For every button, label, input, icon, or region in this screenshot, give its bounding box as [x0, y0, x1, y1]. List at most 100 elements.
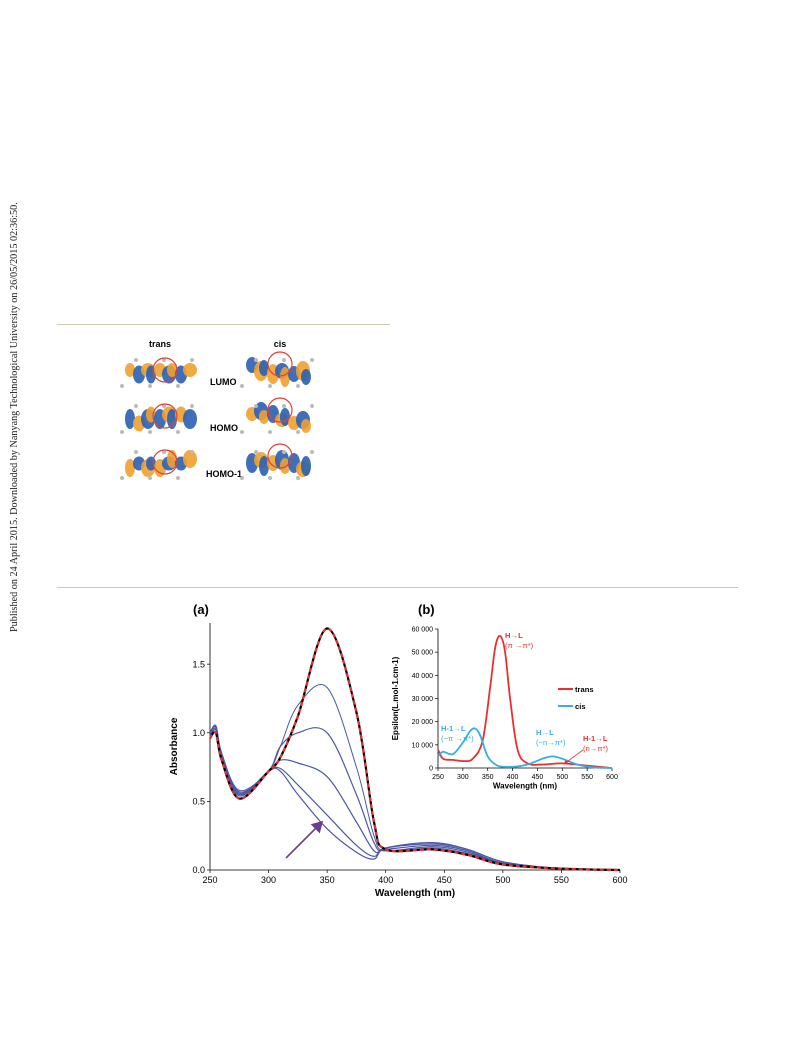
atom [282, 404, 286, 408]
x-tick-label: 300 [457, 774, 469, 781]
x-tick-label: 250 [202, 875, 217, 885]
orbital-lobe [183, 450, 197, 468]
atom [176, 430, 180, 434]
orbital-trans-lumo [120, 357, 197, 388]
orbital-cis-homo [240, 397, 314, 434]
orbital-figure: trans cis LUMO HOMO HOMO-1 [120, 332, 350, 512]
x-tick-label: 550 [581, 774, 593, 781]
y-tick-label: 0 [429, 766, 433, 773]
atom [148, 476, 152, 480]
x-axis-label: Wavelength (nm) [375, 888, 455, 899]
y-tick-label: 60 000 [412, 627, 434, 634]
legend-label-cis: cis [575, 702, 586, 711]
atom [148, 384, 152, 388]
atom [254, 404, 258, 408]
atom [120, 384, 124, 388]
orbital-lobe [167, 363, 177, 377]
orbital-lobe [259, 456, 269, 476]
orbital-lobe [280, 458, 290, 474]
trend-arrow-a [285, 820, 324, 859]
highlight-circle [267, 351, 293, 377]
atom [190, 358, 194, 362]
download-note-text: Published on 24 April 2015. Downloaded b… [9, 202, 20, 632]
atom [148, 430, 152, 434]
atom [296, 476, 300, 480]
atom [254, 358, 258, 362]
column-label-cis: cis [274, 339, 287, 349]
orbital-lobe [125, 409, 135, 429]
row-label-lumo: LUMO [210, 377, 237, 387]
atom [240, 384, 244, 388]
annotation-trans-hl: H→L (π →π*) [505, 631, 534, 650]
x-tick-label: 550 [554, 875, 569, 885]
section-divider-top [57, 324, 390, 325]
atom [310, 358, 314, 362]
orbital-lobe [183, 409, 197, 429]
annotation-cis-h1l-line1: H-1→L [441, 724, 466, 733]
y-tick-label: 0.0 [192, 865, 205, 875]
section-divider-middle [57, 587, 738, 588]
orbital-cis-lumo [240, 351, 314, 388]
atom [254, 450, 258, 454]
spectra-figure: (a) (b) 250 300 350 400 450 500 550 600 0.0 0.5 1.… [160, 595, 630, 915]
x-tick-label: 500 [556, 774, 568, 781]
atom [134, 450, 138, 454]
orbital-lobe [183, 363, 197, 377]
y-tick-label: 10 000 [412, 742, 434, 749]
y-axis-label: Absorbance [169, 717, 180, 775]
annotation-cis-hl-line2: (~n→π*) [536, 738, 566, 747]
x-tick-label: 350 [482, 774, 494, 781]
series-line-trans [437, 635, 613, 769]
atom [162, 358, 166, 362]
orbital-lobe [301, 369, 311, 385]
orbital-trans-homo [120, 403, 197, 434]
highlight-circle [152, 357, 178, 383]
atom [296, 430, 300, 434]
orbital-cis-homo-1 [240, 443, 314, 480]
highlight-circle [267, 443, 293, 469]
highlight-circle [152, 449, 178, 475]
row-label-homo: HOMO [210, 423, 238, 433]
column-label-trans: trans [149, 339, 171, 349]
atom [268, 430, 272, 434]
y-tick-label: 40 000 [412, 673, 434, 680]
download-note: Published on 24 April 2015. Downloaded b… [0, 0, 30, 1039]
atom [240, 430, 244, 434]
chart-a: 250 300 350 400 450 500 550 600 0.0 0.5 1.0 1.5 Wave… [169, 623, 628, 899]
atom [176, 476, 180, 480]
y-tick-label: 50 000 [412, 650, 434, 657]
highlight-circle [152, 403, 178, 429]
x-tick-label: 300 [261, 875, 276, 885]
annotation-cis-hl: H→L (~n→π*) [536, 728, 566, 747]
panel-b-label: (b) [418, 602, 435, 617]
atom [120, 476, 124, 480]
x-tick-label: 350 [320, 875, 335, 885]
legend: trans cis [558, 685, 594, 711]
y-tick-label: 20 000 [412, 719, 434, 726]
atom [268, 476, 272, 480]
atom [134, 358, 138, 362]
y-tick-label: 1.0 [192, 728, 205, 738]
atom [176, 384, 180, 388]
legend-label-trans: trans [575, 685, 594, 694]
orbital-lobe [280, 367, 290, 387]
x-axis-label: Wavelength (nm) [493, 781, 557, 790]
atom [190, 450, 194, 454]
annotation-trans-hl-line2: (π →π*) [505, 641, 534, 650]
x-tick-label: 250 [432, 774, 444, 781]
atom [162, 404, 166, 408]
x-tick-label: 450 [532, 774, 544, 781]
highlight-circle [267, 397, 293, 423]
y-tick-label: 30 000 [412, 696, 434, 703]
annotation-trans-hl-line1: H→L [505, 631, 523, 640]
orbital-lobe [301, 419, 311, 433]
annotation-cis-h1l-line2: (~π →π*) [441, 734, 474, 743]
orbital-lobe [125, 459, 135, 477]
atom [134, 404, 138, 408]
y-tick-label: 1.5 [192, 659, 205, 669]
x-tick-label: 600 [606, 774, 618, 781]
orbital-lobe [259, 410, 269, 424]
atom [310, 450, 314, 454]
annotation-cis-h1l: H-1→L (~π →π*) [441, 724, 474, 743]
y-tick-label: 0.5 [192, 797, 205, 807]
